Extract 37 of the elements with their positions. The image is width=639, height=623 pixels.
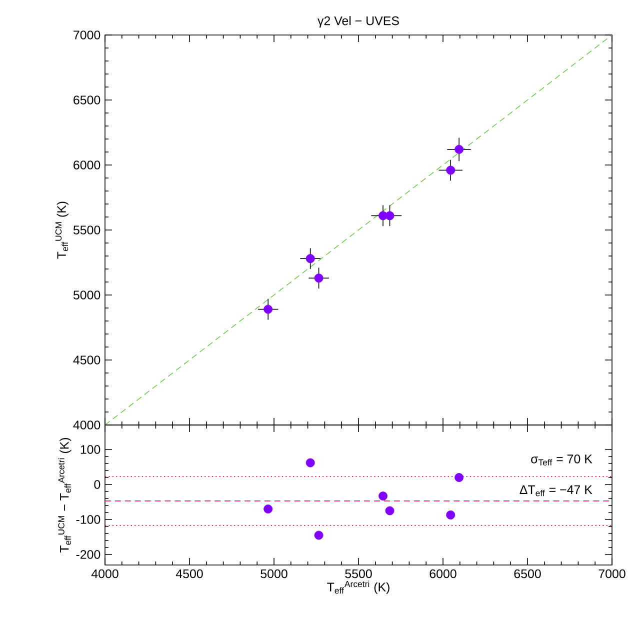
y-tick-label: 4000: [73, 420, 100, 430]
x-tick-label: 6500: [514, 569, 541, 578]
point: [306, 254, 315, 264]
point: [385, 211, 394, 220]
y-tick-label: 7000: [74, 30, 100, 40]
y-tick-label: 5000: [73, 290, 100, 300]
x-tick-label: 7000: [598, 569, 626, 578]
point: [306, 458, 315, 468]
y-tick-label: 0: [94, 480, 100, 489]
y-tick-label: 6000: [74, 160, 100, 170]
x-tick-label: 4000: [91, 569, 118, 578]
x-tick-label: 4500: [176, 569, 203, 578]
y-tick-label: 6500: [74, 96, 100, 104]
y-tick-label: 4500: [73, 356, 100, 364]
x-axis-title: T$_{eff}$$^{Arcetri}$ (K): [327, 580, 390, 594]
y-tick-label: 5500: [73, 226, 100, 234]
point: [385, 506, 394, 516]
y-tick-label: -200: [76, 550, 100, 559]
point: [314, 274, 324, 283]
y-tick-label: 100: [80, 445, 100, 454]
point: [264, 304, 273, 314]
point: [314, 530, 324, 540]
y-axis-title: T$_{eff}$$^{UCM}$ − T$_{eff}$$^{Arcetri}$ (K): [58, 438, 72, 553]
annotation: ΔT$_{eff}$ = −47 K: [520, 485, 592, 496]
chart-title: γ2 Vel − UVES: [318, 16, 399, 28]
annotation: σ$_{Teff}$ = 70 K: [531, 454, 592, 466]
point: [446, 166, 456, 175]
point: [378, 492, 388, 501]
x-tick-label: 6000: [430, 569, 456, 578]
point: [454, 473, 464, 482]
point: [264, 504, 273, 514]
point: [454, 144, 464, 154]
x-tick-label: 5000: [260, 569, 288, 578]
y-tick-label: -100: [76, 515, 100, 524]
point: [446, 510, 456, 520]
y-axis-title: T$_{eff}$$^{UCM}$ (K): [55, 202, 68, 259]
x-tick-label: 5500: [345, 569, 372, 578]
